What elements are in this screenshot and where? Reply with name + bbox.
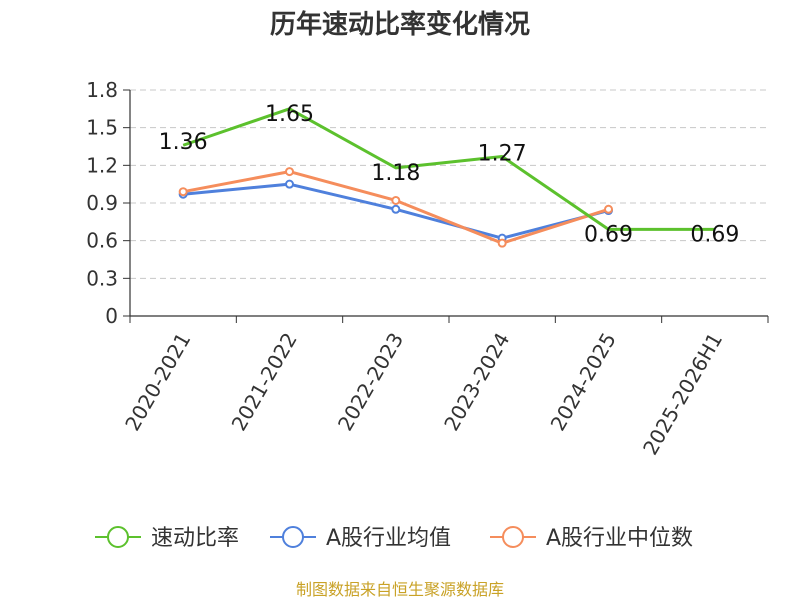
legend-label: A股行业均值 bbox=[326, 526, 451, 551]
data-label: 1.65 bbox=[265, 102, 314, 127]
y-tick-label: 1.8 bbox=[86, 78, 118, 102]
data-point bbox=[391, 204, 401, 214]
legend-marker bbox=[502, 526, 524, 548]
x-tick-label: 2020-2021 bbox=[120, 329, 195, 435]
data-point bbox=[178, 187, 188, 197]
data-point bbox=[604, 204, 613, 214]
x-tick-label: 2022-2023 bbox=[333, 329, 408, 435]
legend-label: 速动比率 bbox=[151, 526, 239, 551]
data-label: 1.27 bbox=[478, 142, 527, 167]
y-tick-label: 0.9 bbox=[86, 191, 118, 215]
series-lines bbox=[178, 107, 715, 248]
legend-label: A股行业中位数 bbox=[546, 526, 693, 551]
x-tick-label: 2024-2025 bbox=[546, 329, 621, 435]
grid-lines bbox=[130, 89, 768, 279]
data-label: 1.36 bbox=[159, 130, 208, 155]
data-labels: 1.36 1.65 1.18 1.27 0.69 0.69 bbox=[159, 102, 740, 248]
y-tick-label: 1.5 bbox=[86, 116, 118, 140]
data-point bbox=[285, 167, 294, 177]
chart-title: 历年速动比率变化情况 bbox=[269, 10, 530, 40]
data-point bbox=[285, 179, 294, 189]
x-tick-label: 2023-2024 bbox=[439, 328, 514, 434]
data-label: 0.69 bbox=[690, 222, 739, 247]
data-label: 1.18 bbox=[371, 161, 420, 186]
x-tick-label: 2021-2022 bbox=[227, 329, 302, 435]
legend-marker bbox=[107, 526, 129, 548]
y-tick-label: 1.2 bbox=[86, 153, 118, 177]
data-point bbox=[497, 238, 507, 248]
series-line-0 bbox=[182, 107, 715, 231]
source-note: 制图数据来自恒生聚源数据库 bbox=[295, 580, 504, 599]
y-tick-label: 0.3 bbox=[86, 266, 118, 290]
y-tick-label: 0.6 bbox=[86, 229, 118, 253]
x-tick-label: 2025-2026H1 bbox=[638, 329, 727, 459]
y-tick-label: 0 bbox=[105, 304, 118, 328]
data-point bbox=[391, 195, 401, 205]
legend-marker bbox=[282, 526, 304, 548]
data-label: 0.69 bbox=[584, 222, 633, 247]
legend: 速动比率 A股行业均值 A股行业中位数 bbox=[95, 526, 693, 551]
